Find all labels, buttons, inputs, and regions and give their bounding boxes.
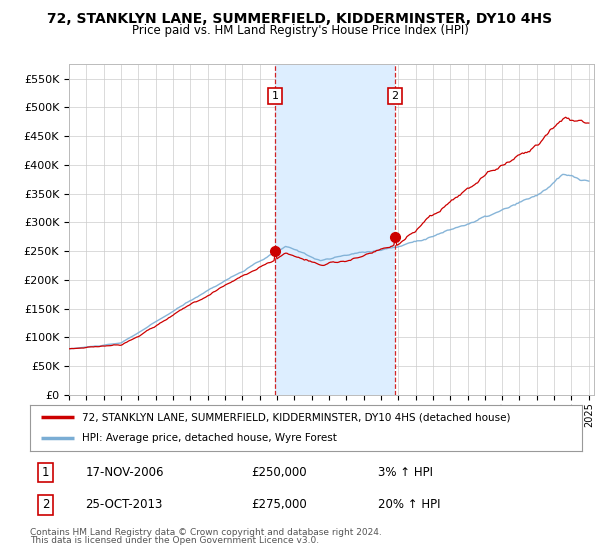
Text: Price paid vs. HM Land Registry's House Price Index (HPI): Price paid vs. HM Land Registry's House …: [131, 24, 469, 36]
Text: 2: 2: [392, 91, 398, 101]
Text: 25-OCT-2013: 25-OCT-2013: [85, 498, 163, 511]
Text: 3% ↑ HPI: 3% ↑ HPI: [378, 466, 433, 479]
Text: 72, STANKLYN LANE, SUMMERFIELD, KIDDERMINSTER, DY10 4HS: 72, STANKLYN LANE, SUMMERFIELD, KIDDERMI…: [47, 12, 553, 26]
Text: This data is licensed under the Open Government Licence v3.0.: This data is licensed under the Open Gov…: [30, 536, 319, 545]
Text: 2: 2: [42, 498, 49, 511]
Text: Contains HM Land Registry data © Crown copyright and database right 2024.: Contains HM Land Registry data © Crown c…: [30, 528, 382, 536]
Text: 20% ↑ HPI: 20% ↑ HPI: [378, 498, 440, 511]
Text: £275,000: £275,000: [251, 498, 307, 511]
Text: 1: 1: [271, 91, 278, 101]
Text: £250,000: £250,000: [251, 466, 307, 479]
Bar: [275, 64, 395, 395]
Text: HPI: Average price, detached house, Wyre Forest: HPI: Average price, detached house, Wyre…: [82, 433, 337, 444]
Text: 17-NOV-2006: 17-NOV-2006: [85, 466, 164, 479]
Text: 72, STANKLYN LANE, SUMMERFIELD, KIDDERMINSTER, DY10 4HS (detached house): 72, STANKLYN LANE, SUMMERFIELD, KIDDERMI…: [82, 412, 511, 422]
Text: 1: 1: [42, 466, 49, 479]
